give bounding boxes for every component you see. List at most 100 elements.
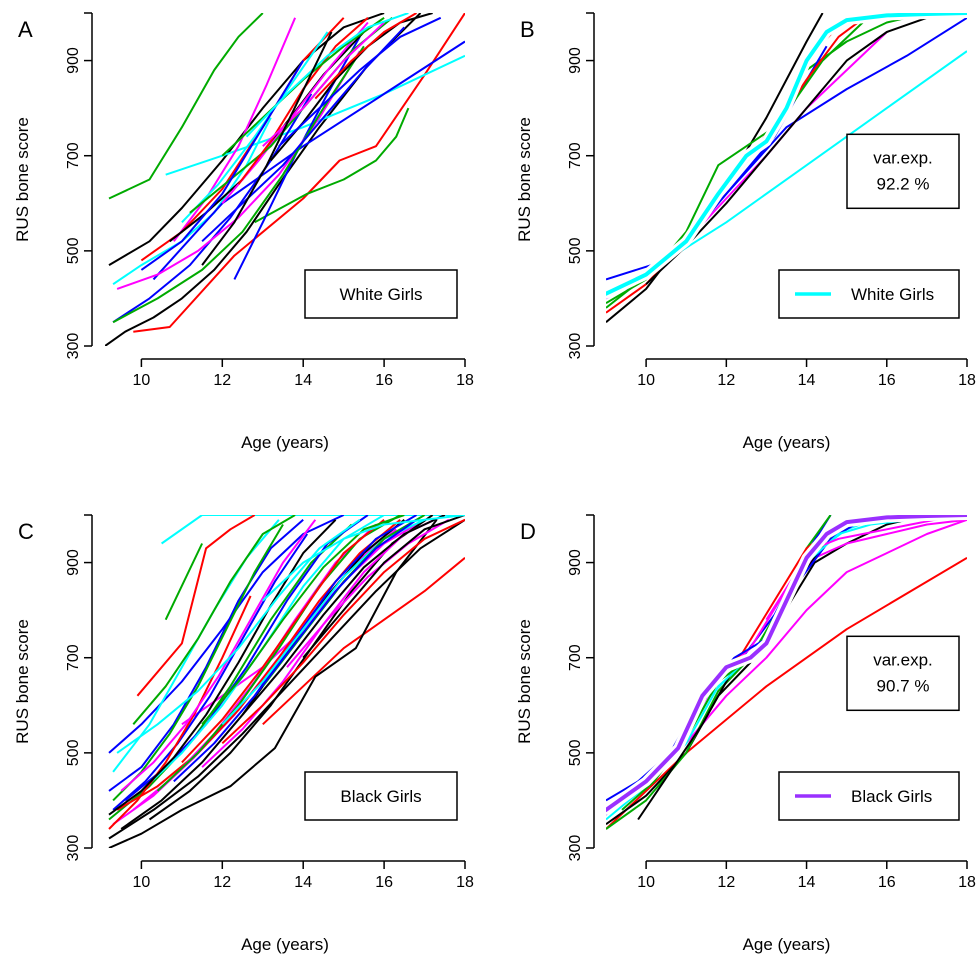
legend: White Girls xyxy=(304,269,458,319)
series-line-25 xyxy=(241,515,446,716)
y-tick-label: 500 xyxy=(65,739,82,766)
annotation-box xyxy=(846,133,960,210)
y-tick-label: 700 xyxy=(567,142,584,169)
series-line-6 xyxy=(606,31,888,300)
x-tick-label: 16 xyxy=(375,874,393,891)
series-line-5 xyxy=(108,519,438,848)
panel-letter: A xyxy=(18,17,33,42)
panel-letter: B xyxy=(520,17,535,42)
series-line-32 xyxy=(116,518,361,754)
legend: Black Girls xyxy=(778,771,960,821)
series-line-37 xyxy=(302,515,465,659)
series-line-3 xyxy=(254,107,410,224)
annotation-label: var.exp. xyxy=(873,148,933,167)
x-tick-label: 10 xyxy=(637,372,655,389)
legend-label: White Girls xyxy=(339,285,422,304)
series-line-1 xyxy=(133,13,465,333)
series-line-7 xyxy=(108,515,345,754)
x-tick-label: 18 xyxy=(456,372,474,389)
legend-label: Black Girls xyxy=(851,787,932,806)
series-line-8 xyxy=(108,519,304,792)
y-tick-label: 300 xyxy=(567,835,584,862)
series-line-12 xyxy=(108,523,353,821)
x-tick-label: 12 xyxy=(213,372,231,389)
legend-label: Black Girls xyxy=(340,787,421,806)
panel-C: 300 500 700 900 10 12 14 16 18 Age (years) RUS bon… xyxy=(13,514,474,954)
y-tick-label: 700 xyxy=(65,644,82,671)
series-line-30 xyxy=(120,519,317,792)
x-axis-title: Age (years) xyxy=(743,935,831,954)
x-tick-label: 14 xyxy=(294,874,312,891)
series-line-27 xyxy=(201,31,333,266)
panel-A: 300 500 700 900 10 12 14 16 18 Age (years) RUS bon… xyxy=(13,12,474,452)
series-group xyxy=(105,13,465,346)
series-line-16 xyxy=(201,26,406,243)
x-tick-label: 16 xyxy=(878,372,896,389)
x-axis-title: Age (years) xyxy=(743,433,831,452)
series-line-4 xyxy=(105,13,422,346)
y-axis-title: RUS bone score xyxy=(13,619,32,744)
y-axis-title: RUS bone score xyxy=(515,619,534,744)
series-line-38 xyxy=(262,515,465,602)
y-tick-label: 900 xyxy=(567,549,584,576)
panel-D: 300 500 700 900 10 12 14 16 18 Age (years) RUS bon… xyxy=(515,514,976,954)
series-line-8 xyxy=(152,40,465,281)
series-line-11 xyxy=(173,17,297,242)
x-tick-label: 18 xyxy=(958,874,976,891)
x-tick-label: 10 xyxy=(637,874,655,891)
annotation-label: var.exp. xyxy=(873,650,933,669)
series-line-28 xyxy=(108,595,252,830)
series-line-12 xyxy=(116,50,361,290)
x-tick-label: 14 xyxy=(294,372,312,389)
x-tick-label: 14 xyxy=(798,372,816,389)
legend-box xyxy=(304,269,458,319)
series-line-2 xyxy=(164,543,204,621)
series-line-26 xyxy=(278,16,442,147)
y-tick-label: 300 xyxy=(65,835,82,862)
series-line-27 xyxy=(112,533,309,811)
x-tick-label: 16 xyxy=(878,874,896,891)
y-tick-label: 900 xyxy=(567,47,584,74)
series-line-15 xyxy=(169,31,365,243)
panel-letter: C xyxy=(18,519,34,544)
x-tick-label: 10 xyxy=(133,372,151,389)
y-tick-label: 500 xyxy=(567,739,584,766)
series-line-1 xyxy=(161,515,465,545)
series-line-31 xyxy=(108,519,337,816)
series-line-18 xyxy=(132,523,377,811)
y-tick-label: 500 xyxy=(567,237,584,264)
series-line-13 xyxy=(132,515,296,725)
series-group xyxy=(606,515,967,830)
series-line-17 xyxy=(181,31,329,223)
annotation-value: 92.2 % xyxy=(877,174,930,193)
y-tick-label: 300 xyxy=(567,333,584,360)
series-line-1 xyxy=(606,556,967,830)
annotation-value: 90.7 % xyxy=(877,676,930,695)
legend-box xyxy=(304,771,458,821)
y-axis-title: RUS bone score xyxy=(13,117,32,242)
series-line-25 xyxy=(245,13,409,138)
series-group xyxy=(108,515,465,848)
variance-annotation: var.exp. 92.2 % xyxy=(846,133,960,210)
x-tick-label: 18 xyxy=(456,874,474,891)
x-axis-title: Age (years) xyxy=(241,935,329,954)
panel-letter: D xyxy=(520,519,536,544)
series-line-3 xyxy=(136,515,256,697)
series-line-33 xyxy=(221,518,465,745)
series-line-36 xyxy=(286,518,450,668)
x-tick-label: 12 xyxy=(213,874,231,891)
y-tick-label: 900 xyxy=(65,549,82,576)
series-line-34 xyxy=(201,515,405,725)
y-tick-label: 900 xyxy=(65,47,82,74)
series-line-6 xyxy=(108,518,465,840)
series-line-6 xyxy=(165,54,465,176)
x-tick-label: 10 xyxy=(133,874,151,891)
series-line-5 xyxy=(108,13,385,266)
y-axis-title: RUS bone score xyxy=(515,117,534,242)
mean-curve xyxy=(606,13,967,296)
panel-B: 300 500 700 900 10 12 14 16 18 Age (years) RUS bon… xyxy=(515,12,976,452)
x-tick-label: 16 xyxy=(375,372,393,389)
series-line-2 xyxy=(108,13,264,200)
x-axis-title: Age (years) xyxy=(241,433,329,452)
